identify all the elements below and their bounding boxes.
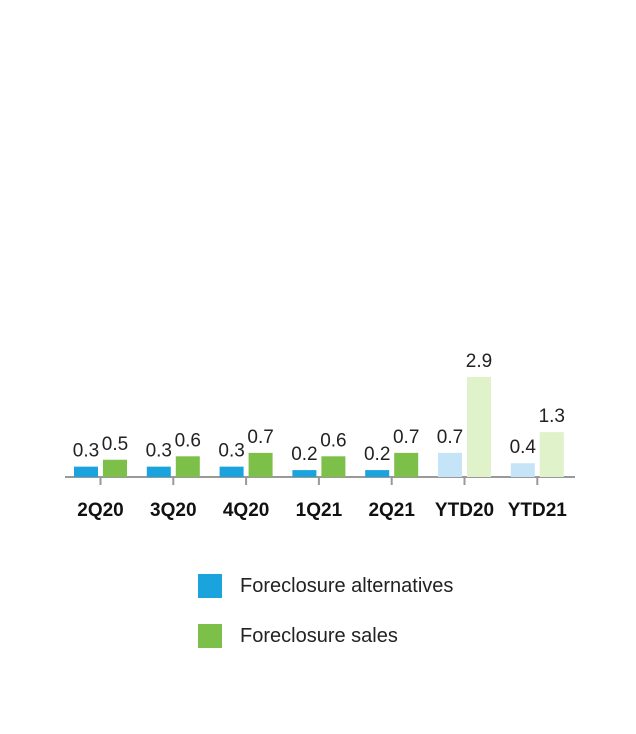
value-label-alternatives-ytd21: 0.4 (510, 437, 537, 458)
value-label-alternatives-ytd20: 0.7 (437, 427, 463, 448)
bar-sales-2q20 (103, 459, 127, 477)
value-label-sales-1q21: 0.6 (320, 430, 346, 451)
legend-label-alternatives: Foreclosure alternatives (240, 574, 454, 597)
category-label-2q20: 2Q20 (77, 500, 123, 521)
bar-sales-3q20 (175, 456, 200, 477)
value-label-alternatives-3q20: 0.3 (146, 441, 172, 462)
bar-alternatives-2q20 (74, 466, 98, 477)
category-label-2q21: 2Q21 (368, 500, 415, 521)
category-label-4q20: 4Q20 (223, 500, 269, 521)
value-label-sales-ytd20: 2.9 (466, 351, 492, 372)
category-label-1q21: 1Q21 (296, 500, 343, 521)
value-label-alternatives-4q20: 0.3 (218, 441, 244, 462)
bar-sales-ytd21 (539, 432, 564, 477)
legend-swatch-sales (198, 624, 222, 648)
legend-swatch-alternatives (198, 574, 222, 598)
value-label-sales-2q21: 0.7 (393, 427, 419, 448)
value-label-alternatives-2q20: 0.3 (73, 441, 99, 462)
value-label-sales-ytd21: 1.3 (539, 406, 565, 427)
bar-sales-1q21 (321, 456, 346, 477)
value-label-alternatives-1q21: 0.2 (291, 444, 317, 465)
bar-alternatives-3q20 (146, 466, 171, 477)
category-label-ytd21: YTD21 (508, 500, 568, 521)
bar-sales-2q21 (394, 452, 419, 477)
legend: Foreclosure alternatives Foreclosure sal… (198, 570, 453, 670)
bar-sales-4q20 (248, 452, 273, 477)
legend-label-sales: Foreclosure sales (240, 624, 398, 647)
bar-alternatives-1q21 (292, 470, 317, 477)
bar-alternatives-ytd21 (510, 463, 535, 477)
value-label-sales-4q20: 0.7 (247, 427, 273, 448)
value-label-sales-3q20: 0.6 (175, 430, 201, 451)
value-label-alternatives-2q21: 0.2 (364, 444, 390, 465)
bar-sales-ytd20 (467, 376, 491, 477)
legend-item-sales: Foreclosure sales (198, 620, 453, 652)
bar-alternatives-2q21 (365, 470, 390, 477)
bar-alternatives-4q20 (219, 466, 244, 477)
bar-alternatives-ytd20 (438, 452, 462, 477)
category-label-3q20: 3Q20 (150, 500, 196, 521)
value-label-sales-2q20: 0.5 (102, 434, 128, 455)
category-label-ytd20: YTD20 (435, 500, 494, 521)
legend-item-alternatives: Foreclosure alternatives (198, 570, 453, 602)
